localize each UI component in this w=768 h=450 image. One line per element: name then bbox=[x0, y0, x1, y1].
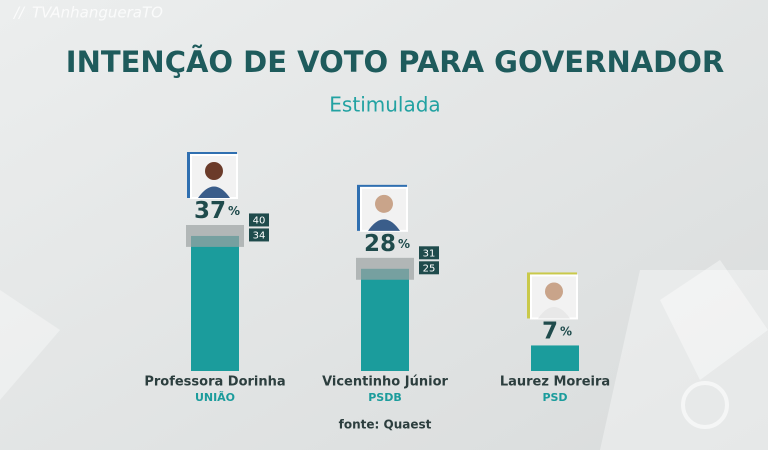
portrait-body bbox=[198, 186, 230, 198]
range-label-box bbox=[249, 228, 269, 242]
error-range bbox=[186, 225, 244, 247]
portrait-head bbox=[375, 194, 393, 213]
bar bbox=[531, 345, 579, 371]
logo bbox=[681, 381, 729, 429]
bar bbox=[361, 268, 409, 371]
decor bbox=[660, 260, 768, 380]
chart-subtitle: Estimulada bbox=[329, 93, 440, 117]
chart-title: INTENÇÃO DE VOTO PARA GOVERNADOR bbox=[66, 45, 724, 79]
value-label: 37% bbox=[194, 198, 240, 224]
range-label-box bbox=[249, 213, 269, 227]
x-tick-label: Laurez Moreira bbox=[500, 375, 610, 390]
error-range bbox=[356, 257, 414, 280]
portrait-body bbox=[368, 219, 400, 231]
x-tick-label: Vicentinho Júnior bbox=[322, 375, 448, 390]
range-label: 31 bbox=[423, 248, 436, 259]
range-label-box bbox=[419, 246, 439, 260]
party-label: PSD bbox=[542, 391, 567, 404]
bar bbox=[191, 235, 239, 371]
range-label: 25 bbox=[423, 263, 436, 274]
portrait-body bbox=[538, 306, 570, 319]
range-label: 40 bbox=[253, 215, 266, 226]
portrait-head bbox=[545, 282, 563, 301]
range-label: 34 bbox=[253, 230, 266, 241]
portrait-head bbox=[205, 162, 223, 180]
watermark-slashes: // bbox=[12, 4, 26, 22]
value-label: 7% bbox=[542, 318, 572, 344]
party-label: PSDB bbox=[368, 391, 402, 404]
source: fonte: Quaest bbox=[339, 418, 432, 432]
value-label: 28% bbox=[364, 230, 410, 256]
party-label: UNIÃO bbox=[195, 391, 235, 404]
decor bbox=[0, 290, 60, 400]
watermark: TVAnhangueraTO bbox=[32, 4, 163, 22]
x-tick-label: Professora Dorinha bbox=[144, 375, 285, 390]
range-label-box bbox=[419, 261, 439, 275]
